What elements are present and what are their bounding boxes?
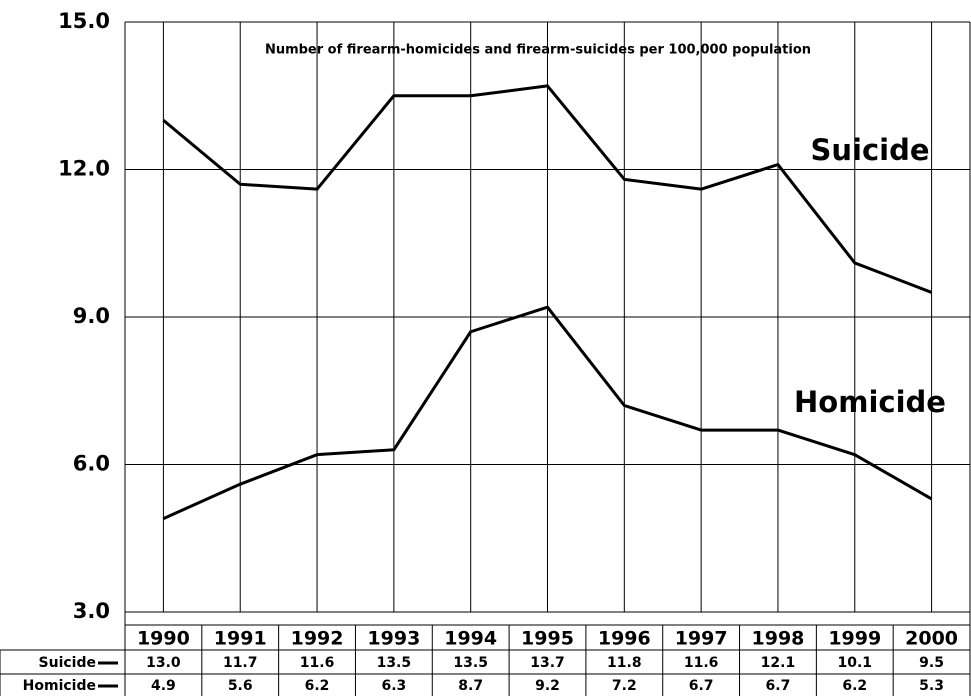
data-label: 9.2 <box>535 678 560 694</box>
data-label: 6.2 <box>305 678 330 694</box>
data-label: 13.7 <box>530 655 565 671</box>
x-tick-label: 1994 <box>444 628 497 650</box>
data-label: 7.2 <box>612 678 637 694</box>
x-tick-label: 1993 <box>367 628 420 650</box>
chart-title: Number of firearm-homicides and firearm-… <box>265 43 811 58</box>
row-label: Suicide <box>39 655 96 671</box>
data-label: 9.5 <box>919 655 944 671</box>
y-tick-label: 12.0 <box>58 157 110 181</box>
y-tick-label: 9.0 <box>73 304 110 328</box>
data-label: 5.3 <box>919 678 944 694</box>
data-label: 4.9 <box>151 678 176 694</box>
x-tick-label: 1998 <box>752 628 805 650</box>
y-tick-label: 15.0 <box>58 9 110 33</box>
data-label: 13.5 <box>377 655 412 671</box>
data-label: 12.1 <box>761 655 796 671</box>
data-label: 6.7 <box>689 678 714 694</box>
data-label: 11.6 <box>684 655 719 671</box>
x-tick-label: 1997 <box>675 628 728 650</box>
series-line <box>162 84 933 294</box>
data-label: 6.3 <box>381 678 406 694</box>
data-label: 13.5 <box>453 655 488 671</box>
x-tick-label: 1999 <box>828 628 881 650</box>
x-tick-label: 1991 <box>214 628 267 650</box>
data-label: 11.6 <box>300 655 335 671</box>
series-line <box>162 305 933 520</box>
data-label: 13.0 <box>146 655 181 671</box>
x-tick-label: 1992 <box>291 628 344 650</box>
data-label: 6.2 <box>842 678 867 694</box>
data-label: 10.1 <box>837 655 872 671</box>
x-tick-label: 1995 <box>521 628 574 650</box>
y-tick-label: 6.0 <box>73 452 110 476</box>
x-tick-label: 1990 <box>137 628 190 650</box>
x-tick-label: 1996 <box>598 628 651 650</box>
data-label: 6.7 <box>766 678 791 694</box>
data-label: 8.7 <box>458 678 483 694</box>
x-tick-label: 2000 <box>905 628 958 650</box>
row-label: Homicide <box>23 678 96 694</box>
series-label: Suicide <box>810 133 929 167</box>
y-tick-label: 3.0 <box>73 599 110 623</box>
data-label: 11.8 <box>607 655 642 671</box>
series-label: Homicide <box>794 385 946 419</box>
data-label: 5.6 <box>228 678 253 694</box>
data-label: 11.7 <box>223 655 258 671</box>
